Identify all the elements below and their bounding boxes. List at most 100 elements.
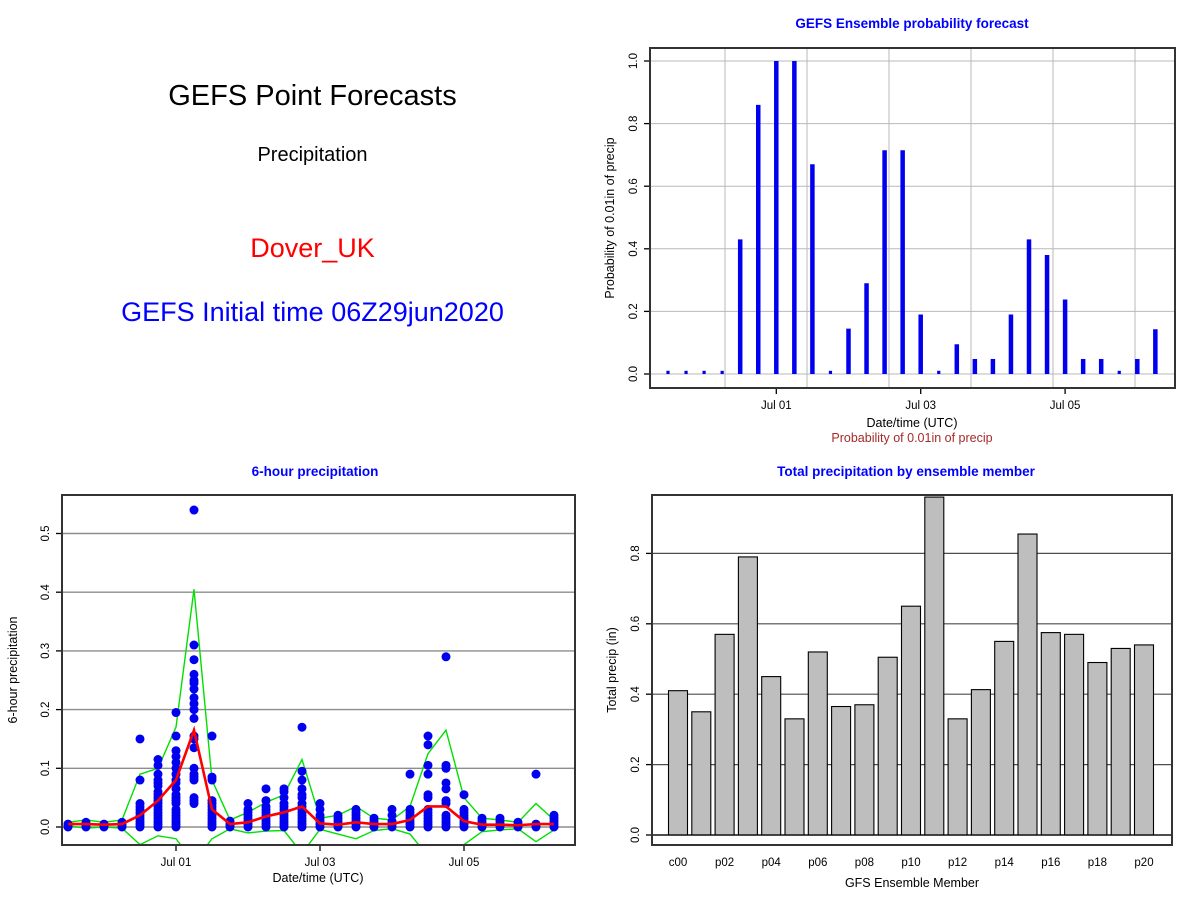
member-dot [351,822,361,832]
member-dot [153,822,163,832]
y-tick-label: 1.0 [628,53,640,69]
total-chart-panel: Total precipitation by ensemble member c… [600,450,1200,900]
member-dot [423,822,433,832]
total-bar [831,705,852,836]
x-category-label: p10 [901,857,920,869]
total-bar [1064,633,1085,836]
member-dot [189,655,199,665]
x-category-label: p20 [1134,857,1153,869]
total-chart-title: Total precipitation by ensemble member [777,464,1036,479]
y-tick-label: 0.4 [40,584,52,601]
total-bar [807,651,828,836]
y-tick-label: 0.6 [630,616,642,632]
total-bar [737,556,758,836]
total-bar [1110,647,1131,836]
member-dot [153,760,163,770]
probability-bars [666,61,1158,374]
plot-frame [651,494,1173,846]
member-dot [189,640,199,650]
mean-line [68,725,554,827]
member-dot [189,713,199,723]
x-tick-label: Jul 05 [449,857,480,869]
prob-zero-marker [720,370,724,374]
prob-zero-marker [684,370,688,374]
prob-zero-marker [702,370,706,374]
axes: Jul 01 Jul 03 Jul 05 0.0 0.1 0.2 0.3 0.4 0.5 [40,526,479,870]
total-chart: Total precipitation by ensemble member c… [605,464,1173,890]
member-dot [423,793,433,803]
x-tick-label: Jul 05 [1050,400,1081,412]
total-bar [900,605,922,836]
y-tick-label: 0.4 [628,240,640,257]
envelope-lower-line [67,825,555,845]
y-tick-label: 0.0 [40,819,52,835]
probability-yaxis-title: Probability of 0.01in of precip [603,137,617,298]
probability-chart: GEFS Ensemble probability forecast Jul 0… [603,16,1176,445]
axes: Jul 01 Jul 03 Jul 05 0.0 0.2 0.4 0.6 0.8 1.0 [628,53,1080,412]
y-tick-label: 0.3 [40,643,52,659]
member-dot [243,822,253,832]
y-tick-label: 0.2 [628,303,640,319]
member-dot [441,652,451,662]
probability-xaxis-title: Date/time (UTC) [867,416,958,430]
x-category-label: c00 [669,857,688,869]
plot-frame [61,494,576,846]
sixhour-chart: 6-hour precipitation Jul 01 Jul 03 Jul 05 0… [6,464,576,885]
total-bars [667,496,1155,836]
y-tick-label: 0.0 [630,827,642,843]
total-bar [970,689,991,836]
member-dot [135,822,145,832]
total-bar [784,718,805,836]
member-dot [279,822,289,832]
member-dots [63,505,559,832]
probability-xaxis-subtitle: Probability of 0.01in of precip [831,431,992,445]
member-dot [531,769,541,779]
total-bar [854,704,875,836]
member-dot [459,822,469,832]
member-dot [423,760,433,770]
prob-zero-marker [1117,370,1121,374]
page-title: GEFS Point Forecasts [168,80,457,112]
member-dot [405,769,415,779]
prob-zero-marker [666,370,670,374]
x-tick-label: Jul 03 [905,400,936,412]
sixhour-chart-title: 6-hour precipitation [252,464,379,479]
probability-plot-area: Jul 01 Jul 03 Jul 05 0.0 0.2 0.4 0.6 0.8 1.0 [628,47,1176,412]
x-tick-label: Jul 01 [161,857,192,869]
member-dot [171,708,181,718]
axes: c00 p02 p04 p06 p08 p10 p12 p14 p16 p18 p20 0.0 0.2 0… [630,545,1172,869]
y-tick-label: 0.2 [40,702,52,718]
total-plot-area: c00 p02 p04 p06 p08 p10 p12 p14 p16 p18 p20 0.0 0.2 0… [630,494,1173,869]
y-tick-label: 0.2 [630,757,642,773]
member-dot [135,734,145,744]
member-dot [171,822,181,832]
y-tick-label: 0.8 [630,545,642,561]
x-category-label: p04 [762,857,782,869]
member-dot [135,775,145,785]
y-tick-label: 0.8 [628,116,640,132]
x-category-label: p18 [1088,857,1107,869]
member-dot [297,722,307,732]
prob-zero-marker [828,370,833,374]
member-dot [261,784,271,794]
total-bar [1040,632,1061,836]
x-category-label: p16 [1041,857,1060,869]
plot-frame [649,47,1176,389]
total-bar [1133,644,1155,836]
header-panel: GEFS Point Forecasts Precipitation Dover… [0,0,600,450]
x-category-label: p06 [808,857,827,869]
sixhour-yaxis-title: 6-hour precipitation [6,616,20,723]
total-bar [877,656,898,836]
member-dot [423,769,433,779]
sixhour-chart-panel: 6-hour precipitation Jul 01 Jul 03 Jul 05 0… [0,450,600,900]
member-dot [297,822,307,832]
station-name: Dover_UK [250,233,375,263]
member-dot [441,822,451,832]
y-tick-label: 0.5 [40,526,52,542]
total-bar [667,690,689,836]
total-bar [1087,661,1108,836]
total-yaxis-title: Total precip (in) [605,627,619,712]
grid-lines [650,48,1175,388]
member-dot [189,505,199,515]
